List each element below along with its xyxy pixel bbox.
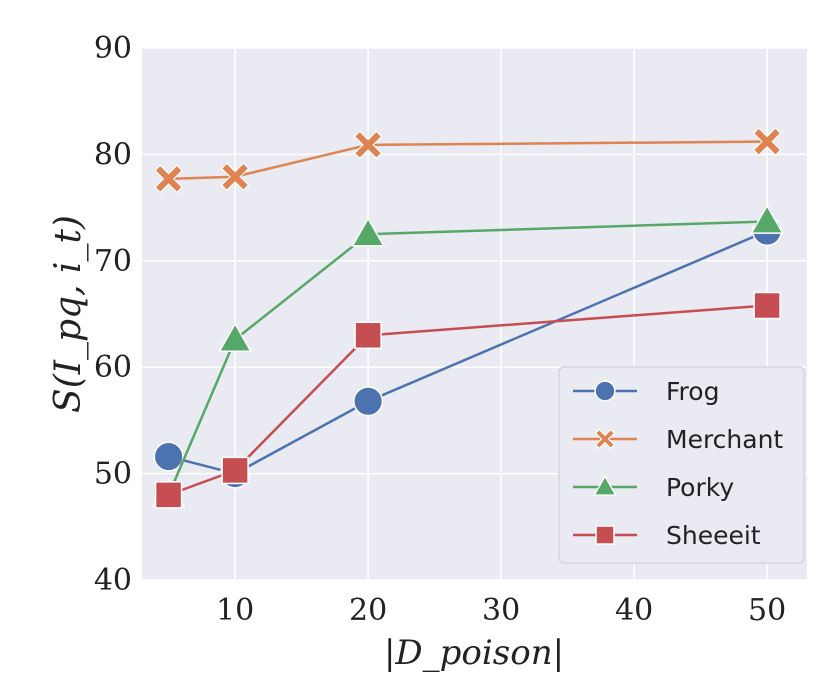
legend: Frog Merchant Porky Sheeeit [558, 366, 805, 564]
x-tick-label: 10 [216, 593, 254, 628]
series-line [167, 220, 768, 496]
legend-marker [592, 474, 618, 496]
legend-item-merchant: Merchant [573, 425, 783, 454]
data-point [218, 322, 252, 352]
legend-label: Porky [666, 473, 734, 502]
data-point [153, 441, 184, 472]
legend-label: Frog [666, 377, 719, 406]
legend-box [558, 366, 805, 564]
legend-item-frog: Frog [573, 377, 719, 406]
y-tick-label: 40 [94, 563, 132, 598]
data-point [221, 456, 249, 485]
x-tick-label: 40 [615, 593, 653, 628]
legend-label: Merchant [666, 425, 783, 454]
data-point [353, 386, 384, 417]
legend-item-sheeeit: Sheeeit [573, 521, 761, 550]
data-point [154, 481, 183, 509]
x-axis-title: |D_poison| [384, 633, 564, 673]
data-point [753, 291, 781, 320]
series-line [168, 304, 768, 497]
y-tick-label: 70 [94, 244, 132, 279]
y-tick-label: 80 [94, 137, 132, 172]
legend-item-porky: Porky [573, 473, 734, 502]
data-point [353, 130, 383, 160]
series-sheeeit [154, 291, 781, 509]
data-point [351, 217, 385, 247]
data-point [154, 164, 183, 194]
data-point [354, 321, 382, 350]
legend-marker [595, 525, 615, 545]
tick-labels: 10 20 30 40 50 40 50 60 70 80 90 [94, 31, 786, 628]
series-merchant [154, 127, 782, 194]
x-tick-label: 30 [482, 593, 520, 628]
legend-marker [594, 380, 616, 402]
y-axis-title: S(I_pq, i_t) [48, 215, 89, 413]
series-line [168, 140, 768, 181]
data-point [752, 127, 782, 157]
y-tick-label: 60 [94, 350, 132, 385]
data-point [750, 204, 784, 234]
data-point [220, 162, 250, 192]
legend-marker [594, 428, 616, 450]
grid [142, 47, 807, 581]
series-layer [151, 127, 784, 509]
series-line [168, 229, 768, 475]
y-tick-label: 50 [94, 457, 132, 492]
x-tick-label: 20 [349, 593, 387, 628]
y-tick-label: 90 [94, 31, 132, 66]
legend-label: Sheeeit [666, 521, 761, 550]
x-tick-label: 50 [748, 593, 786, 628]
